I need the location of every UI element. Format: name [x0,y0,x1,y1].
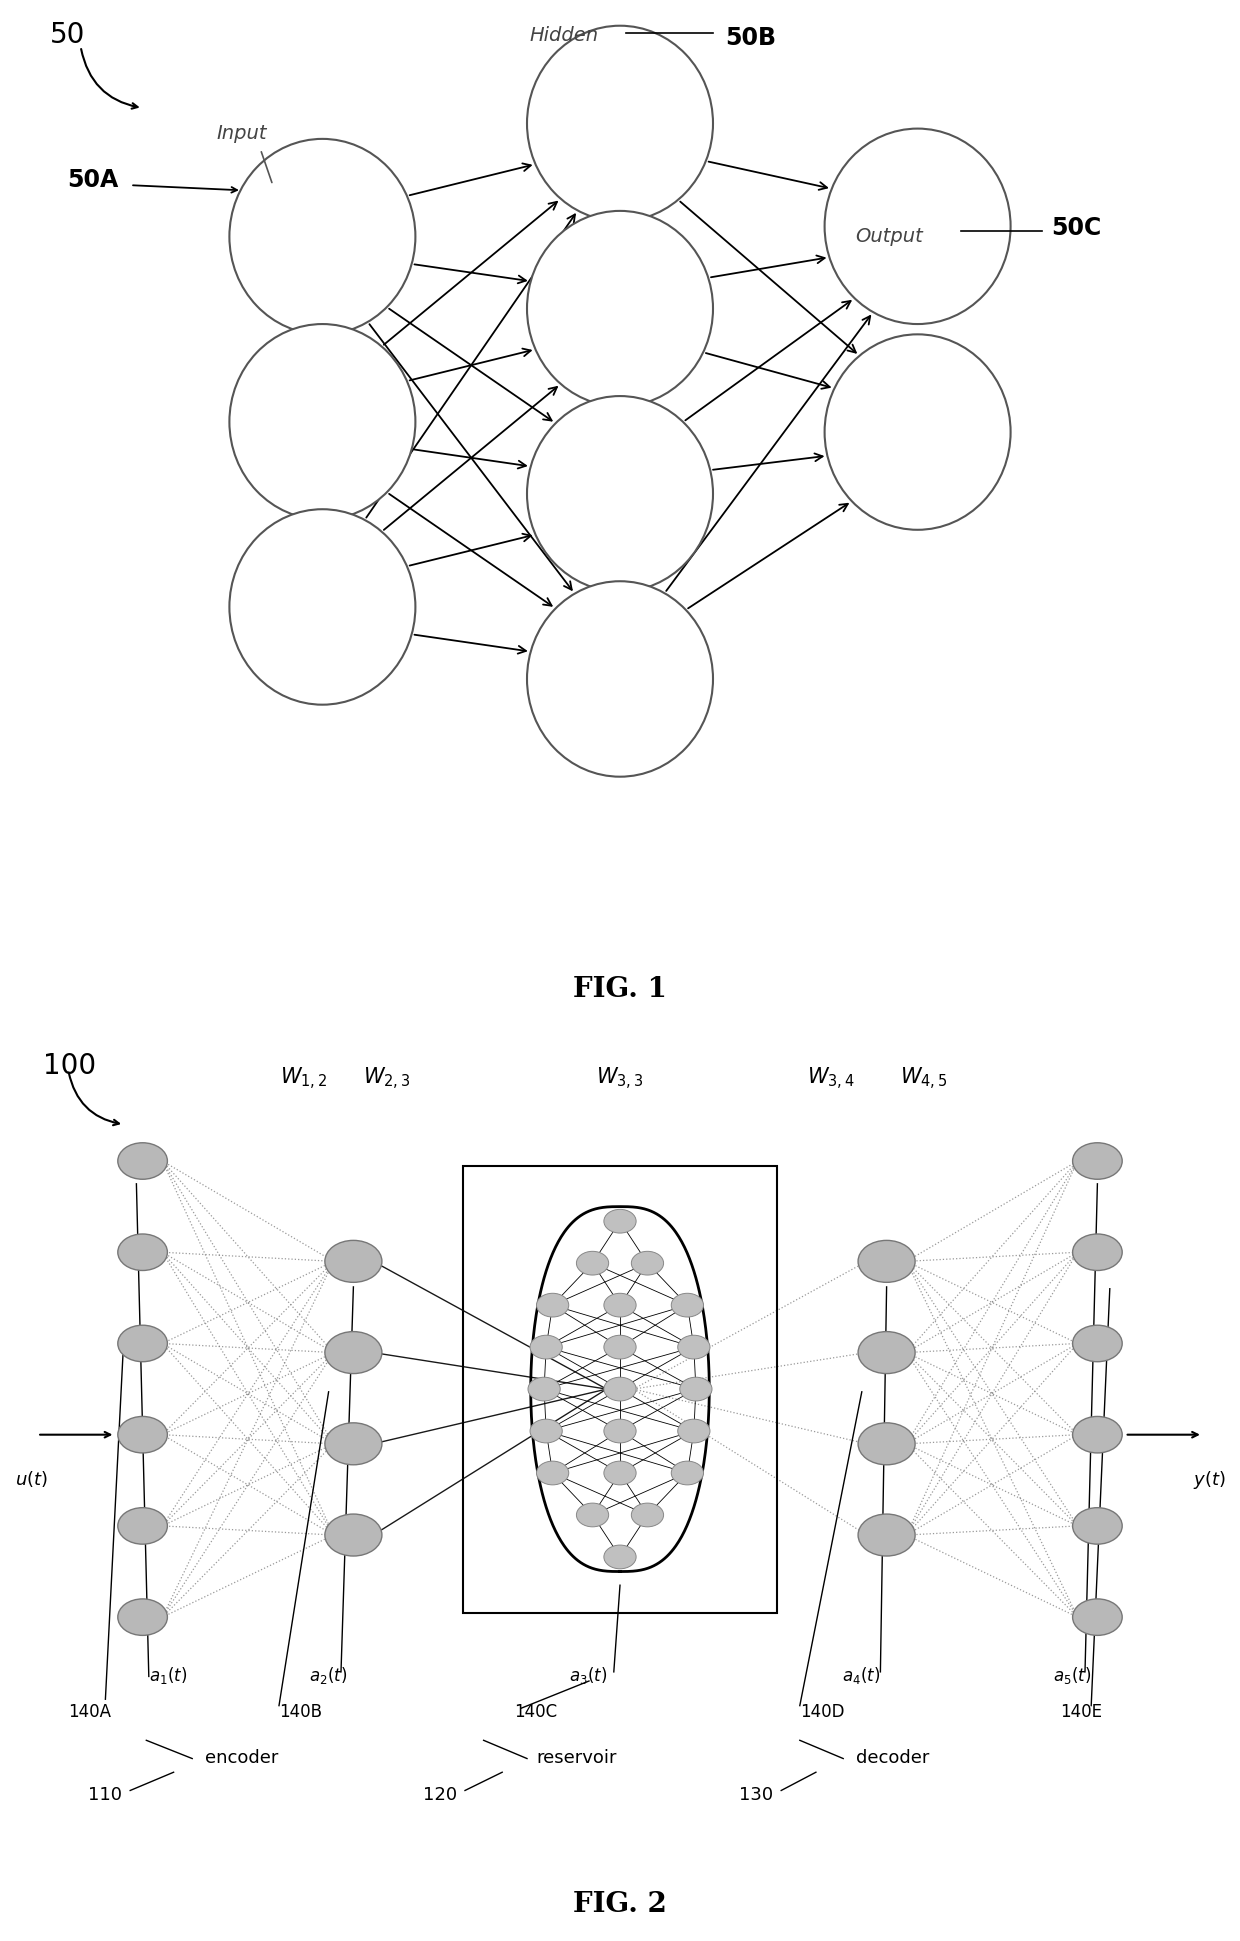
Circle shape [604,1378,636,1401]
Circle shape [671,1462,703,1485]
Circle shape [528,1378,560,1401]
Text: 110: 110 [88,1786,123,1803]
Circle shape [680,1378,712,1401]
Text: reservoir: reservoir [537,1749,616,1766]
Text: $a_3(t)$: $a_3(t)$ [569,1665,608,1687]
Circle shape [1073,1417,1122,1454]
Circle shape [537,1293,569,1318]
Ellipse shape [527,25,713,221]
Circle shape [631,1252,663,1275]
Circle shape [604,1419,636,1442]
Text: $y(t)$: $y(t)$ [1193,1469,1225,1491]
Text: 140D: 140D [800,1704,844,1722]
Circle shape [577,1252,609,1275]
Circle shape [678,1335,711,1359]
Circle shape [604,1545,636,1568]
Circle shape [1073,1599,1122,1636]
Text: 50B: 50B [725,25,776,50]
Text: 130: 130 [739,1786,774,1803]
Text: $a_5(t)$: $a_5(t)$ [1053,1665,1091,1687]
Ellipse shape [229,509,415,705]
Circle shape [671,1293,703,1318]
Circle shape [118,1326,167,1363]
Ellipse shape [229,324,415,520]
Ellipse shape [825,128,1011,324]
Text: $W_{3,4}$: $W_{3,4}$ [807,1066,854,1093]
Ellipse shape [527,396,713,592]
Text: FIG. 2: FIG. 2 [573,1891,667,1918]
Text: 140B: 140B [279,1704,322,1722]
Circle shape [858,1240,915,1283]
Text: 140A: 140A [68,1704,112,1722]
Circle shape [537,1462,569,1485]
Text: Input: Input [217,124,267,144]
Circle shape [325,1514,382,1557]
Circle shape [631,1502,663,1528]
Text: $a_4(t)$: $a_4(t)$ [842,1665,880,1687]
Circle shape [118,1234,167,1271]
Ellipse shape [527,212,713,406]
Circle shape [118,1143,167,1180]
Text: 50C: 50C [1052,215,1102,241]
Circle shape [529,1335,562,1359]
Text: 120: 120 [423,1786,458,1803]
Text: $W_{2,3}$: $W_{2,3}$ [363,1066,410,1093]
Circle shape [604,1293,636,1318]
Circle shape [858,1514,915,1557]
Text: 50: 50 [50,21,86,49]
Text: 140E: 140E [1060,1704,1102,1722]
Circle shape [529,1419,562,1442]
Circle shape [325,1423,382,1465]
Circle shape [678,1419,711,1442]
Text: encoder: encoder [205,1749,279,1766]
Text: 140C: 140C [515,1704,558,1722]
Circle shape [325,1332,382,1374]
Text: 50A: 50A [67,169,119,192]
Circle shape [118,1599,167,1636]
Text: $W_{1,2}$: $W_{1,2}$ [280,1066,327,1093]
Circle shape [858,1423,915,1465]
Circle shape [858,1332,915,1374]
Ellipse shape [229,140,415,334]
Text: $a_1(t)$: $a_1(t)$ [149,1665,187,1687]
Circle shape [1073,1508,1122,1545]
Ellipse shape [527,580,713,776]
Circle shape [577,1502,609,1528]
Text: FIG. 1: FIG. 1 [573,976,667,1003]
Circle shape [118,1508,167,1545]
Circle shape [604,1209,636,1233]
Text: $W_{3,3}$: $W_{3,3}$ [596,1066,644,1093]
Text: decoder: decoder [856,1749,930,1766]
Circle shape [325,1240,382,1283]
Circle shape [604,1462,636,1485]
Text: Output: Output [856,227,924,247]
Text: $a_2(t)$: $a_2(t)$ [309,1665,347,1687]
Text: $W_{4,5}$: $W_{4,5}$ [900,1066,947,1093]
Text: $u(t)$: $u(t)$ [15,1469,47,1489]
Circle shape [604,1335,636,1359]
Text: 100: 100 [43,1052,97,1079]
Circle shape [1073,1143,1122,1180]
Circle shape [1073,1326,1122,1363]
Text: Hidden: Hidden [529,25,599,45]
Ellipse shape [825,334,1011,530]
Circle shape [1073,1234,1122,1271]
Circle shape [118,1417,167,1454]
